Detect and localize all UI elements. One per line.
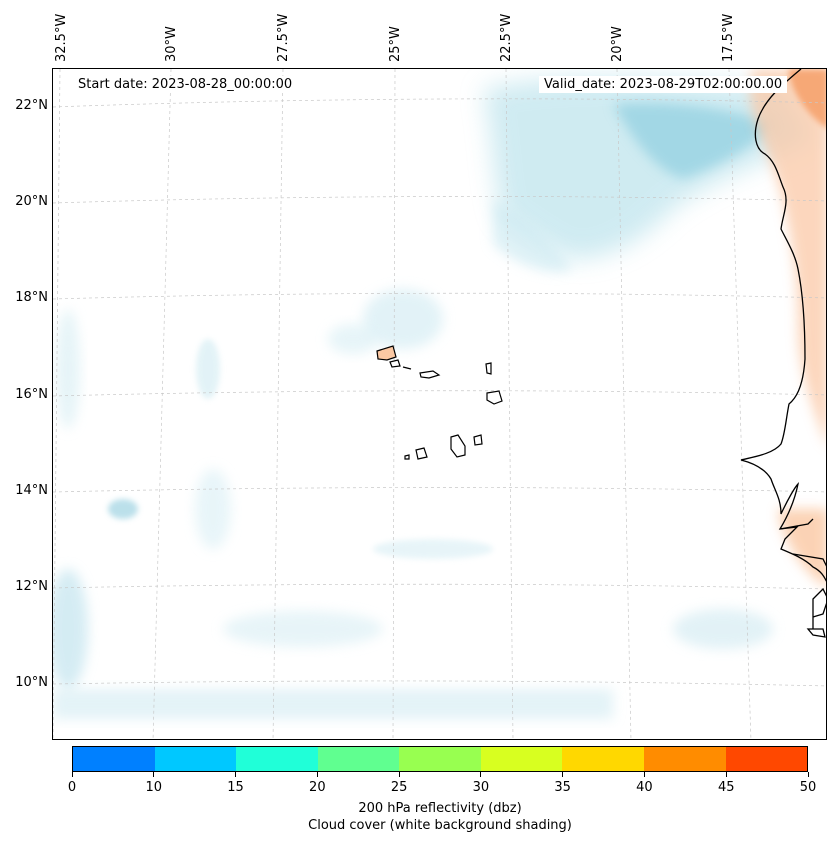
island-maio (473, 434, 483, 446)
meridian-27-5w (272, 69, 284, 739)
valid-date-label: Valid_date: 2023-08-29T02:00:00.00 (539, 76, 788, 93)
colorbar-label-cloud-cover: Cloud cover (white background shading) (308, 818, 572, 833)
colorbar-tick (398, 772, 400, 777)
map-canvas (53, 69, 826, 739)
lat-label-14n: 14°N (15, 483, 48, 498)
island-santa-luzia (402, 366, 412, 370)
cloud-shading (53, 69, 826, 719)
land-shading-core (788, 69, 826, 128)
colorbar-label-reflectivity: 200 hPa reflectivity (dbz) (358, 801, 522, 816)
colorbar-segment (643, 747, 726, 771)
meridian-20w (616, 69, 632, 739)
colorbar-tick (480, 772, 482, 777)
land-shading-north (749, 69, 826, 444)
lon-label-30w: 30°W (164, 26, 179, 62)
lon-label-32-5w: 32.5°W (54, 13, 69, 62)
parallel-16n (53, 390, 826, 397)
island-sao-nicolau (419, 370, 441, 379)
parallel-20n (53, 196, 826, 204)
colorbar-segment (562, 747, 644, 771)
colorbar-segment (317, 747, 400, 771)
colorbar-segment (154, 747, 237, 771)
lat-label-10n: 10°N (15, 675, 48, 690)
colorbar-tick-label: 10 (145, 780, 163, 795)
island-brava (404, 454, 410, 460)
cloud-cell-f (53, 569, 88, 689)
colorbar-tick-label: 0 (67, 780, 77, 795)
colorbar-tick (807, 772, 809, 777)
colorbar-tick (643, 772, 645, 777)
colorbar-tick (562, 772, 564, 777)
lat-label-18n: 18°N (15, 290, 48, 305)
parallel-18n (53, 292, 826, 300)
cloud-cell-h (223, 611, 383, 647)
cloud-cell-i (673, 609, 773, 649)
lon-label-22-5w: 22.5°W (499, 13, 514, 62)
coast-inlet-d (806, 628, 826, 638)
cloud-cell-c (196, 339, 220, 399)
colorbar-segment (725, 747, 808, 771)
cloud-cell-j (195, 469, 231, 549)
cloud-cell-b (328, 324, 378, 354)
parallel-10n (53, 680, 826, 687)
colorbar-tick-label: 25 (390, 780, 408, 795)
island-sao-vicente (389, 359, 401, 368)
colorbar-segment (480, 747, 563, 771)
colorbar-tick (153, 772, 155, 777)
lon-label-20w: 20°W (610, 26, 625, 62)
cloud-cell-a (363, 289, 443, 349)
coast-inlet-c (812, 587, 826, 629)
colorbar-tick-label: 50 (799, 780, 817, 795)
map-panel[interactable] (52, 68, 827, 740)
colorbar-segment (236, 747, 318, 771)
cloud-band-south (53, 689, 613, 719)
coast-inlet-b (792, 553, 826, 567)
start-date-label: Start date: 2023-08-28_00:00:00 (73, 76, 298, 93)
lat-label-22n: 22°N (15, 98, 48, 113)
african-coast (740, 69, 826, 582)
colorbar-segment (73, 747, 155, 771)
meridian-32-5w (53, 69, 61, 739)
island-boa-vista (486, 390, 503, 405)
island-fogo (415, 447, 428, 460)
meridian-30w (152, 69, 172, 739)
colorbar-tick-label: 20 (309, 780, 326, 795)
colorbar-tick (725, 772, 727, 777)
cloud-cell-d (108, 499, 138, 519)
colorbar-tick-label: 30 (472, 780, 490, 795)
colorbar-tick-label: 35 (554, 780, 571, 795)
lat-label-12n: 12°N (15, 579, 48, 594)
graticule (53, 69, 826, 739)
colorbar-tick-label: 40 (636, 780, 653, 795)
coastline (740, 69, 826, 638)
lon-label-27-5w: 27.5°W (276, 13, 291, 62)
meridian-22-5w (505, 69, 514, 739)
lon-label-17-5w: 17.5°W (721, 13, 736, 62)
land-shading-south (778, 509, 826, 588)
island-santo-antao (376, 345, 397, 361)
parallel-12n (53, 583, 826, 590)
lon-label-25w: 25°W (388, 26, 403, 62)
island-sal (485, 362, 492, 375)
colorbar-tick (316, 772, 318, 777)
coast-inlet-a (779, 518, 814, 530)
colorbar-segment (399, 747, 481, 771)
lat-label-20n: 20°N (15, 194, 48, 209)
cape-verde-islands (376, 345, 503, 460)
colorbar-tick (71, 772, 73, 777)
lat-label-16n: 16°N (15, 387, 48, 402)
meridian-17-5w (728, 69, 752, 739)
cloud-plume-tail (493, 199, 573, 273)
island-santiago (450, 434, 466, 458)
meridian-25w (392, 69, 396, 739)
cloud-cell-g (373, 539, 493, 559)
parallel-14n (53, 487, 826, 493)
cloud-cell-e (56, 309, 80, 429)
colorbar-tick-label: 15 (227, 780, 244, 795)
colorbar-tick-label: 45 (717, 780, 735, 795)
cloud-plume-core (613, 102, 773, 179)
reflectivity-colorbar (72, 746, 808, 772)
colorbar-tick (235, 772, 237, 777)
